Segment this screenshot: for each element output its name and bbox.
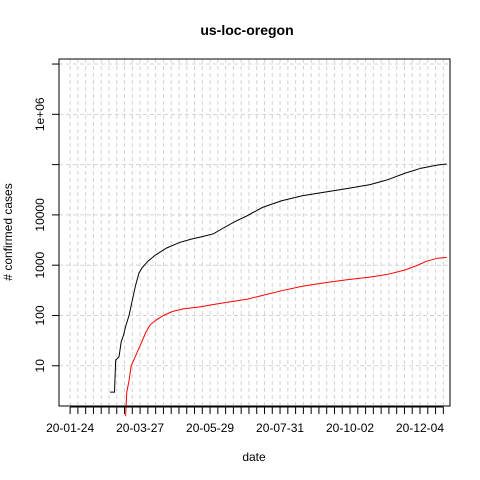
y-tick-label: 1000	[33, 252, 47, 279]
y-axis-label: # confirmed cases	[1, 183, 15, 280]
x-tick-label: 20-03-27	[116, 421, 164, 435]
y-tick-label: 1e+06	[33, 97, 47, 131]
x-tick-label: 20-10-02	[326, 421, 374, 435]
y-tick-label: 100	[33, 305, 47, 325]
x-tick-label: 20-07-31	[256, 421, 304, 435]
x-tick-label: 20-01-24	[46, 421, 94, 435]
x-tick-label: 20-12-04	[396, 421, 444, 435]
series-line-2	[125, 256, 447, 417]
series-layer	[110, 163, 447, 417]
axis-layer: 20-01-24 20-03-27 20-05-29 20-07-31 20-10-02…	[33, 63, 444, 435]
chart-title: us-loc-oregon	[200, 22, 293, 38]
y-tick-label: 10	[33, 359, 47, 373]
y-tick-label: 10000	[33, 198, 47, 232]
x-tick-label: 20-05-29	[186, 421, 234, 435]
x-axis-label: date	[242, 450, 266, 464]
plot-frame	[58, 58, 451, 407]
grid-layer	[59, 59, 450, 406]
series-line-1	[110, 163, 447, 393]
